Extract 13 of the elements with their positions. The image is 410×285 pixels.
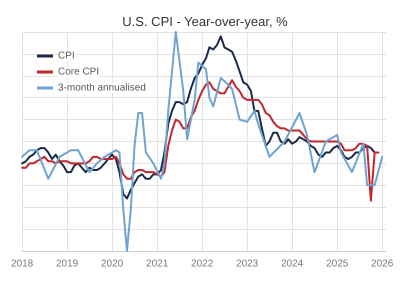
legend-label: 3-month annualised	[58, 82, 146, 94]
legend-label: CPI	[58, 50, 75, 62]
x-tick-label: 2021	[146, 258, 169, 270]
x-tick-label: 2022	[191, 258, 214, 270]
legend-label: Core CPI	[58, 66, 100, 78]
x-tick-label: 2026	[371, 258, 394, 270]
x-tick-label: 2018	[11, 258, 34, 270]
x-tick-label: 2024	[280, 258, 304, 270]
x-tick-label: 2020	[100, 258, 124, 270]
x-tick-label: 2023	[236, 258, 259, 270]
x-tick-label: 2025	[326, 258, 349, 270]
chart-title: U.S. CPI - Year-over-year, %	[122, 14, 288, 29]
x-tick-label: 2019	[56, 258, 79, 270]
